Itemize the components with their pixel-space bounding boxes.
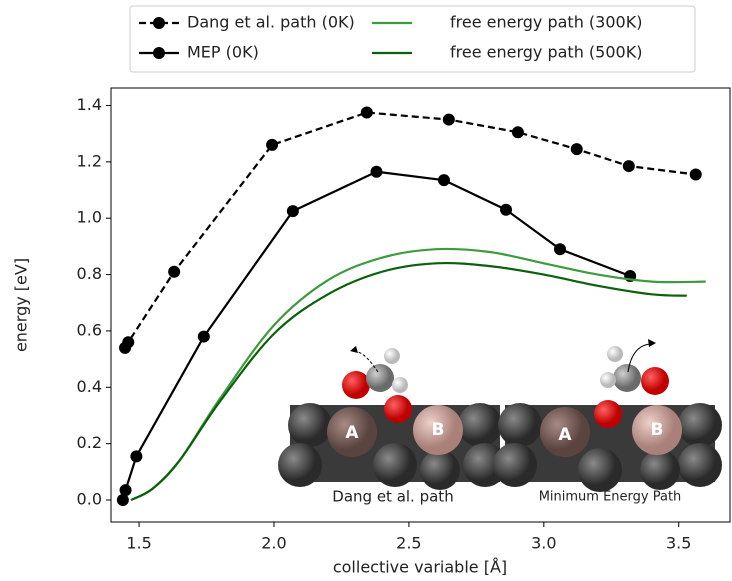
data-point bbox=[500, 204, 512, 216]
data-point bbox=[438, 174, 450, 186]
legend-label: free energy path (500K) bbox=[450, 43, 642, 62]
site-label: A bbox=[558, 425, 572, 445]
y-tick-label: 0.2 bbox=[77, 433, 102, 452]
site-label: B bbox=[432, 420, 445, 440]
data-point bbox=[623, 160, 635, 172]
site-label: B bbox=[651, 420, 664, 440]
legend-marker bbox=[153, 47, 165, 59]
data-point bbox=[120, 484, 132, 496]
site-label: A bbox=[345, 423, 359, 443]
x-tick-label: 3.0 bbox=[531, 534, 556, 553]
inset-caption: Minimum Energy Path bbox=[539, 490, 682, 505]
data-point bbox=[554, 243, 566, 255]
surface-atoms bbox=[493, 339, 722, 492]
data-point bbox=[198, 331, 210, 343]
chart: 1.5 2.0 2.5 3.0 3.5 0.0 0.2 0.4 0.6 0.8 1.0 1.2 1.4 bbox=[0, 0, 732, 581]
x-tick-label: 2.5 bbox=[396, 534, 421, 553]
x-tick-label: 2.0 bbox=[261, 534, 286, 553]
y-tick-label: 1.2 bbox=[77, 151, 102, 170]
data-point bbox=[287, 205, 299, 217]
series-line bbox=[125, 113, 696, 348]
y-tick-label: 0.6 bbox=[77, 320, 102, 339]
legend-label: MEP (0K) bbox=[187, 43, 259, 62]
y-tick-label: 1.4 bbox=[77, 95, 102, 114]
data-point bbox=[361, 107, 373, 119]
legend-label: Dang et al. path (0K) bbox=[187, 13, 355, 32]
data-point bbox=[122, 336, 134, 348]
inset-caption: Dang et al. path bbox=[332, 488, 453, 506]
y-tick-label: 1.0 bbox=[77, 208, 102, 227]
data-point bbox=[443, 114, 455, 126]
data-point bbox=[266, 139, 278, 151]
surface-atoms bbox=[278, 346, 507, 490]
page: 1.5 2.0 2.5 3.0 3.5 0.0 0.2 0.4 0.6 0.8 1.0 1.2 1.4 bbox=[0, 0, 732, 581]
y-tick-label: 0.4 bbox=[77, 377, 102, 396]
legend-label: free energy path (300K) bbox=[450, 13, 642, 32]
y-tick-label: 0.0 bbox=[77, 490, 102, 509]
data-point bbox=[371, 166, 383, 178]
x-axis-label: collective variable [Å] bbox=[333, 558, 507, 577]
data-point bbox=[512, 126, 524, 138]
data-point bbox=[571, 143, 583, 155]
x-tick-label: 3.5 bbox=[666, 534, 691, 553]
inset-image: A B A B Dang et al. path Minimum Energy … bbox=[278, 339, 722, 506]
data-point bbox=[130, 450, 142, 462]
data-point bbox=[168, 266, 180, 278]
legend-marker bbox=[153, 17, 165, 29]
data-point bbox=[690, 169, 702, 181]
x-tick-label: 1.5 bbox=[126, 534, 151, 553]
y-axis-label: energy [eV] bbox=[12, 258, 31, 352]
y-tick-label: 0.8 bbox=[77, 264, 102, 283]
